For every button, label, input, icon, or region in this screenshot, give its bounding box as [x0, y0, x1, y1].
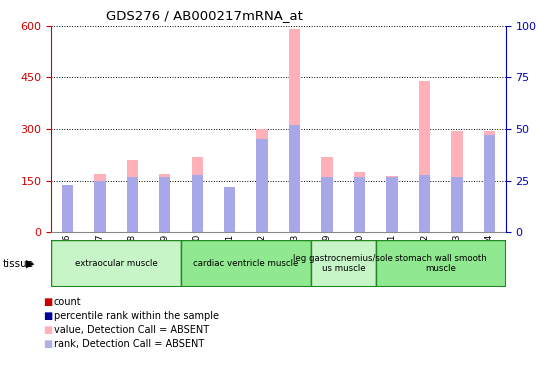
Bar [224, 189, 236, 232]
Bar [62, 188, 73, 232]
Text: value, Detection Call = ABSENT: value, Detection Call = ABSENT [54, 325, 209, 335]
Bar [386, 176, 398, 232]
Text: ■: ■ [43, 339, 52, 349]
Bar [289, 125, 300, 232]
Text: cardiac ventricle muscle: cardiac ventricle muscle [193, 259, 299, 268]
Bar [484, 131, 495, 232]
Text: ▶: ▶ [26, 258, 34, 269]
Text: rank, Detection Call = ABSENT: rank, Detection Call = ABSENT [54, 339, 204, 349]
Bar [94, 181, 105, 232]
Text: tissue: tissue [3, 258, 34, 269]
Bar [181, 240, 311, 287]
Bar [51, 240, 181, 287]
Bar [451, 131, 463, 232]
Text: stomach wall smooth
muscle: stomach wall smooth muscle [395, 254, 487, 273]
Bar [451, 176, 463, 232]
Bar [386, 176, 398, 232]
Bar [257, 129, 268, 232]
Text: GDS276 / AB000217mRNA_at: GDS276 / AB000217mRNA_at [106, 9, 303, 22]
Bar [159, 176, 171, 232]
Bar [126, 160, 138, 232]
Bar [419, 175, 430, 232]
Text: leg gastrocnemius/sole
us muscle: leg gastrocnemius/sole us muscle [293, 254, 393, 273]
Bar [192, 175, 203, 232]
Bar [94, 174, 105, 232]
Bar [289, 29, 300, 232]
Bar [321, 157, 333, 232]
Bar [311, 240, 376, 287]
Bar [354, 176, 365, 232]
Bar [484, 135, 495, 232]
Bar [257, 139, 268, 232]
Text: ■: ■ [43, 325, 52, 335]
Bar [419, 81, 430, 232]
Bar [159, 174, 171, 232]
Bar [62, 185, 73, 232]
Bar [354, 172, 365, 232]
Bar [126, 176, 138, 232]
Text: ■: ■ [43, 297, 52, 307]
Text: extraocular muscle: extraocular muscle [75, 259, 158, 268]
Bar [224, 187, 236, 232]
Text: ■: ■ [43, 311, 52, 321]
Bar [376, 240, 506, 287]
Text: count: count [54, 297, 81, 307]
Text: percentile rank within the sample: percentile rank within the sample [54, 311, 219, 321]
Bar [321, 176, 333, 232]
Bar [192, 157, 203, 232]
